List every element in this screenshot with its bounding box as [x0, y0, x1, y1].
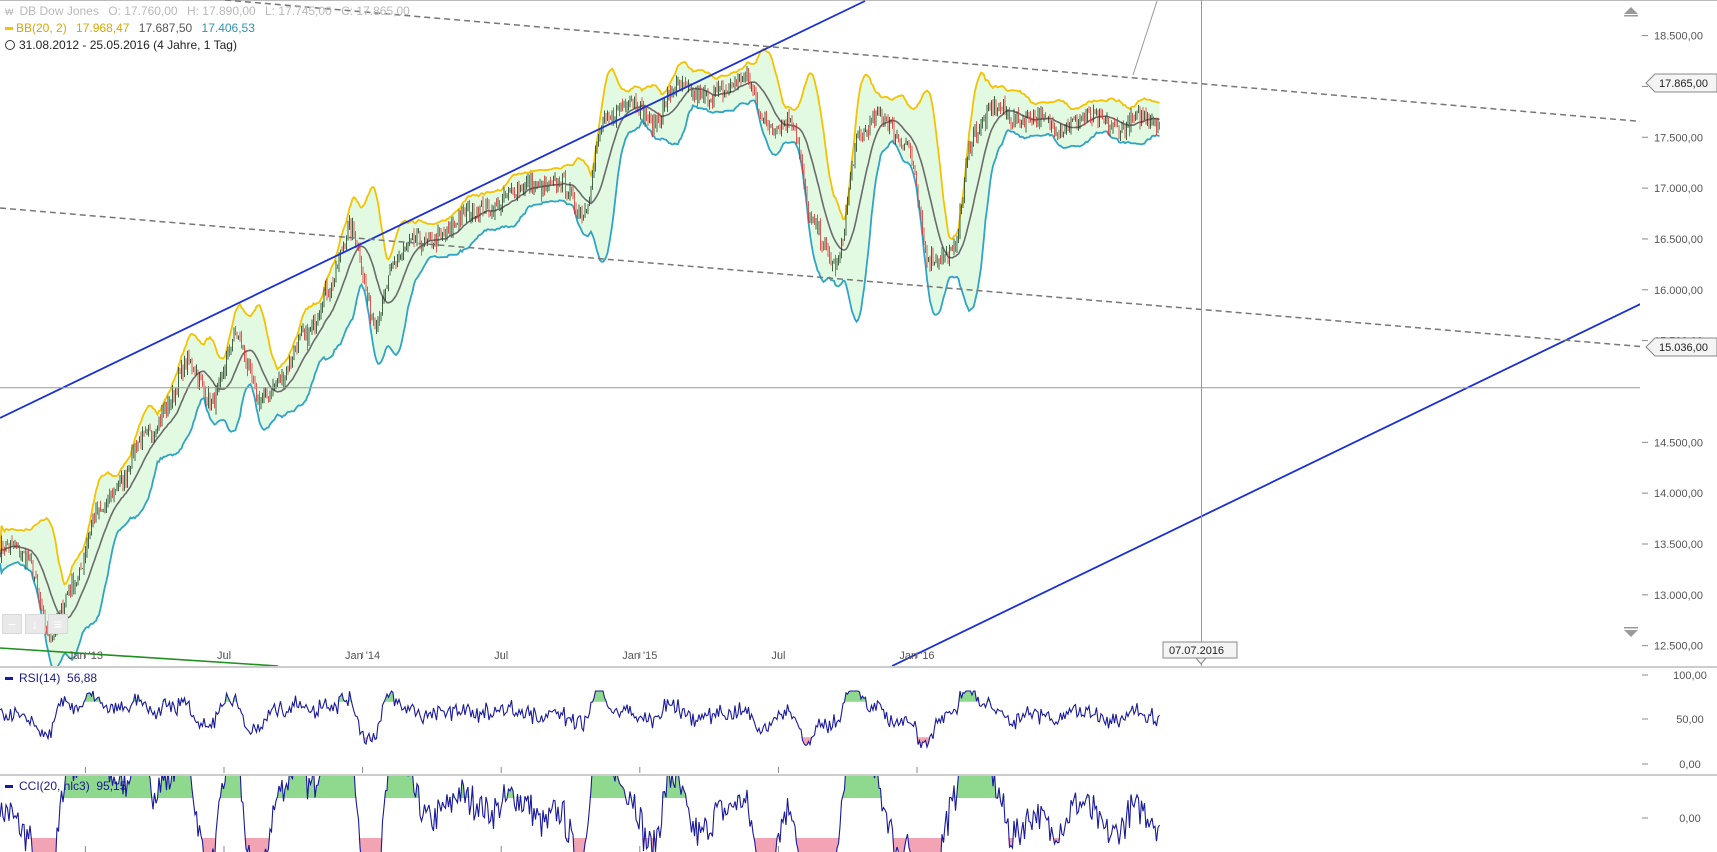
minus-icon: −: [7, 616, 17, 632]
bollinger-header[interactable]: BB(20, 2) 17.968,47 17.687,50 17.406,53: [5, 21, 261, 35]
bollinger-lower-value: 17.406,53: [201, 21, 255, 35]
last-price-label: 17.865,00: [1659, 78, 1708, 90]
time-tick-label: Jan '14: [345, 650, 380, 662]
date-range-header: 31.08.2012 - 25.05.2016 (4 Jahre, 1 Tag): [5, 38, 243, 52]
thin-trend-line[interactable]: [1132, 0, 1158, 76]
rsi-swatch: [5, 677, 13, 681]
high-value: H: 17.890,00: [186, 4, 256, 18]
scroll-up-icon[interactable]: [1624, 7, 1638, 17]
bollinger-lower-band: [0, 99, 1160, 666]
rsi-legend[interactable]: RSI(14) 56,88: [5, 671, 97, 685]
cci-panel: [0, 776, 1160, 852]
instrument-name: DB Dow Jones: [19, 4, 99, 18]
open-value: O: 17.760,00: [108, 4, 178, 18]
rsi-oversold-fill: [0, 737, 1160, 748]
settings-button[interactable]: ≡: [48, 614, 68, 634]
instrument-icon: ₩: [5, 7, 14, 17]
zoom-out-button[interactable]: −: [2, 614, 22, 634]
download-icon: ↓: [31, 616, 39, 632]
uptrend-channel-upper[interactable]: [0, 0, 866, 419]
downtrend-channel-lower[interactable]: [0, 207, 1717, 353]
rsi-tick-label: 0,00: [1679, 759, 1700, 771]
bollinger-middle-band: [0, 81, 1160, 620]
downtrend-channel-upper[interactable]: [224, 0, 1717, 128]
low-value: L: 17.745,00: [265, 4, 332, 18]
clock-icon: [5, 40, 15, 50]
price-tick-label: 17.500,00: [1654, 132, 1703, 144]
time-tick-label: Jan '15: [622, 650, 657, 662]
time-tick-label: Jan '13: [68, 650, 103, 662]
cci-value: 95,15: [96, 779, 127, 793]
price-tick-label: 12.500,00: [1654, 641, 1703, 653]
date-range: 31.08.2012 - 25.05.2016 (4 Jahre, 1 Tag): [19, 38, 237, 52]
crosshair-price-tag: 15.036,00: [1645, 337, 1717, 357]
time-tick-label: Jan '16: [899, 650, 934, 662]
time-tick-label: Jul: [217, 650, 231, 662]
uptrend-channel-lower[interactable]: [891, 267, 1717, 666]
rsi-line: [0, 690, 1160, 750]
price-tick-label: 16.000,00: [1654, 285, 1703, 297]
bollinger-label: BB(20, 2): [16, 21, 67, 35]
bollinger-swatch: [5, 27, 13, 31]
bollinger-upper-value: 17.968,47: [76, 21, 130, 35]
price-tick-label: 17.000,00: [1654, 183, 1703, 195]
green-trend-line[interactable]: [0, 647, 279, 666]
scroll-down-icon[interactable]: [1624, 627, 1638, 637]
price-tick-label: 16.500,00: [1654, 234, 1703, 246]
price-tick-label: 13.500,00: [1654, 539, 1703, 551]
settings-icon: ≡: [53, 616, 63, 632]
rsi-axis: 100,00 50,00 0,00: [1642, 670, 1707, 771]
cci-tick-label: 0,00: [1679, 813, 1700, 825]
bollinger-mid-value: 17.687,50: [138, 21, 193, 35]
price-tick-label: 13.000,00: [1654, 590, 1703, 602]
cci-swatch: [5, 785, 13, 789]
rsi-overbought-fill: [0, 691, 1160, 702]
price-panel: [0, 0, 1717, 666]
price-tick-label: 14.000,00: [1654, 488, 1703, 500]
cci-overbought-fill: [0, 776, 1160, 798]
rsi-value: 56,88: [67, 671, 98, 685]
last-price-tag: 17.865,00: [1645, 73, 1717, 93]
cci-name: CCI(20, hlc3): [19, 779, 90, 793]
crosshair-date-label: 07.07.2016: [1169, 645, 1224, 657]
ohlc-header: ₩ DB Dow Jones O: 17.760,00 H: 17.890,00 …: [5, 4, 416, 18]
crosshair-date-tag: 07.07.2016: [1162, 641, 1238, 665]
rsi-tick-label: 100,00: [1673, 670, 1707, 682]
crosshair-price-label: 15.036,00: [1659, 342, 1708, 354]
time-tick-label: Jul: [494, 650, 508, 662]
download-button[interactable]: ↓: [25, 614, 45, 634]
time-tick-label: Jul: [771, 650, 785, 662]
cci-oversold-fill: [0, 838, 1160, 852]
close-value: C: 17.865,00: [341, 4, 410, 18]
cci-axis: 0,00: [1642, 813, 1701, 825]
rsi-tick-label: 50,00: [1676, 714, 1704, 726]
price-tick-label: 18.500,00: [1654, 31, 1703, 43]
rsi-name: RSI(14): [19, 671, 61, 685]
cci-line: [0, 776, 1160, 852]
rsi-panel: [0, 690, 1160, 750]
price-tick-label: 14.500,00: [1654, 437, 1703, 449]
bollinger-band-fill: [0, 49, 1160, 666]
cci-legend[interactable]: CCI(20, hlc3) 95,15: [5, 779, 126, 793]
time-axis: Jan '13 Jul Jan '14 Jul Jan '15 Jul Jan '16: [68, 650, 935, 852]
